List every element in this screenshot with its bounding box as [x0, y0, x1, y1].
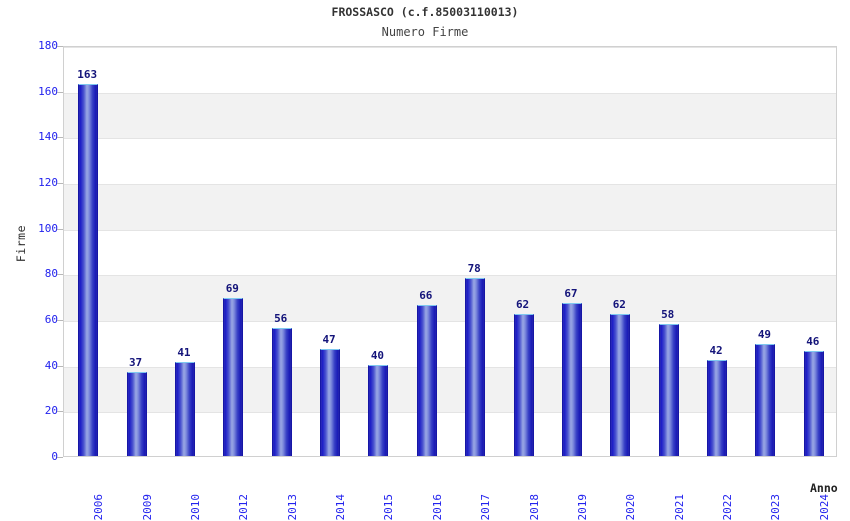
- gridline: [64, 321, 836, 322]
- bar-value-label: 40: [370, 348, 385, 362]
- y-tick-mark: [57, 274, 63, 275]
- y-tick-mark: [57, 366, 63, 367]
- x-tick-label: 2019: [575, 494, 589, 521]
- x-tick-label: 2024: [817, 494, 831, 521]
- y-tick-label: 40: [44, 358, 58, 372]
- bar[interactable]: [465, 277, 486, 456]
- y-tick-label: 160: [38, 84, 58, 98]
- bar-value-label: 56: [274, 312, 288, 326]
- x-tick-label: 2014: [334, 494, 348, 521]
- x-tick-label: 2022: [721, 494, 735, 521]
- bar[interactable]: [658, 323, 679, 456]
- y-tick-mark: [57, 92, 63, 93]
- x-axis-label: Anno: [810, 481, 838, 495]
- y-axis-ticks: 0 20 40 60 80 100 120 140 160 180: [0, 39, 63, 463]
- bar-value-label: 49: [757, 328, 772, 342]
- x-tick-label: 2012: [237, 494, 251, 521]
- gridline: [64, 184, 836, 185]
- x-tick-label: 2009: [140, 494, 154, 521]
- gridline: [64, 47, 836, 48]
- y-tick-label: 180: [38, 39, 58, 52]
- bar[interactable]: [803, 350, 824, 456]
- y-tick-label: 0: [51, 450, 58, 463]
- bar-value-label: 41: [177, 346, 191, 360]
- bar[interactable]: [368, 364, 389, 456]
- bar[interactable]: [561, 303, 582, 456]
- bar[interactable]: [513, 314, 534, 456]
- bar[interactable]: [610, 314, 631, 456]
- x-tick-label: 2013: [285, 494, 299, 521]
- y-tick-mark: [57, 183, 63, 184]
- x-tick-label: 2020: [624, 494, 638, 521]
- bar-value-label: 67: [564, 287, 578, 301]
- y-tick-mark: [57, 457, 63, 458]
- bar-value-label: 69: [225, 282, 239, 296]
- bar-value-label: 58: [661, 307, 675, 321]
- bar[interactable]: [755, 344, 776, 456]
- x-tick-label: 2017: [479, 494, 493, 521]
- x-tick-label: 2023: [769, 494, 783, 521]
- gridline: [64, 93, 836, 94]
- x-tick-label: 2021: [672, 494, 686, 521]
- bar[interactable]: [707, 360, 728, 456]
- gridline: [64, 412, 836, 413]
- bar-value-label: 42: [709, 344, 723, 358]
- chart-subtitle: Numero Firme: [381, 25, 469, 39]
- y-tick-mark: [57, 46, 63, 47]
- y-tick-label: 80: [44, 267, 58, 281]
- bar-chart: FROSSASCO (c.f.85003110013) Numero Firme…: [0, 5, 850, 521]
- y-tick-label: 140: [38, 130, 58, 144]
- y-tick-mark: [57, 229, 63, 230]
- plot-band: [64, 92, 836, 139]
- bar[interactable]: [320, 348, 341, 456]
- bar-value-label: 78: [467, 261, 481, 275]
- y-tick-label: 20: [44, 404, 58, 418]
- bar-value-label: 37: [128, 355, 143, 369]
- gridline: [64, 275, 836, 276]
- bar-value-label: 62: [515, 298, 530, 312]
- gridline: [64, 138, 836, 139]
- x-tick-label: 2018: [527, 494, 541, 521]
- bar-value-label: 46: [806, 334, 820, 348]
- y-tick-label: 100: [38, 221, 58, 235]
- bar-value-label: 47: [322, 332, 336, 346]
- bar[interactable]: [78, 83, 99, 456]
- x-axis-ticks: 2006 2009 2010 2012 2013 2014 2015 2016 2017 2018…: [63, 460, 850, 521]
- y-tick-mark: [57, 137, 63, 138]
- bar[interactable]: [223, 298, 244, 456]
- plot-area: [63, 46, 837, 457]
- y-tick-mark: [57, 411, 63, 412]
- gridline: [64, 367, 836, 368]
- y-tick-mark: [57, 320, 63, 321]
- bar-value-label: 163: [77, 67, 98, 81]
- y-tick-label: 60: [44, 313, 58, 326]
- plot-band: [64, 275, 836, 321]
- x-tick-label: 2010: [188, 494, 202, 521]
- bar-value-label: 66: [419, 289, 433, 303]
- bar[interactable]: [416, 305, 437, 456]
- bar-value-label: 62: [612, 298, 626, 312]
- x-tick-label: 2016: [430, 494, 444, 521]
- y-tick-label: 120: [38, 176, 58, 189]
- plot-band: [64, 184, 836, 230]
- chart-title: FROSSASCO (c.f.85003110013): [331, 5, 519, 19]
- bar[interactable]: [174, 362, 195, 456]
- bar[interactable]: [271, 328, 292, 456]
- x-tick-label: 2006: [92, 494, 106, 521]
- x-tick-label: 2015: [382, 494, 396, 521]
- gridline: [64, 230, 836, 231]
- bar[interactable]: [126, 371, 147, 456]
